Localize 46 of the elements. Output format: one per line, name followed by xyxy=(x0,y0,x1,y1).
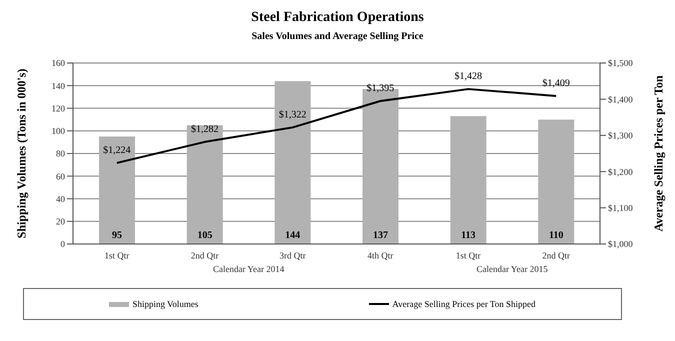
chart-subtitle: Sales Volumes and Average Selling Price xyxy=(250,31,424,42)
y-tick-label: 40 xyxy=(56,194,66,204)
y2-axis-title: Average Selling Prices per Ton xyxy=(651,75,666,232)
y-tick-label: 120 xyxy=(52,103,66,114)
bar xyxy=(186,125,223,244)
y-tick-label: 60 xyxy=(56,171,66,182)
y-axis-title: Shipping Volumes (Tons in 000's) xyxy=(14,68,28,238)
bar xyxy=(274,81,311,244)
data-label: 144 xyxy=(285,230,300,241)
data-label: 110 xyxy=(548,230,564,241)
data-label: $1,409 xyxy=(542,78,570,89)
text: Calendar Year 2014 xyxy=(212,264,286,274)
y2-tick-label: $1,200 xyxy=(608,166,634,177)
y2-tick-label: $1,300 xyxy=(608,130,634,141)
y-tick-label: 0 xyxy=(60,239,66,250)
chart-title: Steel Fabrication Operations xyxy=(250,9,425,26)
bar xyxy=(450,116,486,244)
y-tick-label: 100 xyxy=(52,126,66,136)
text: Calendar Year 2015 xyxy=(476,264,549,274)
bar xyxy=(538,120,574,244)
data-label: 95 xyxy=(112,230,122,241)
x-tick-label: 3rd Qtr xyxy=(279,250,306,260)
data-label: $1,282 xyxy=(191,124,218,135)
y2-tick-label: $1,100 xyxy=(608,202,634,213)
y-tick-label: 80 xyxy=(56,148,66,159)
data-label: $1,395 xyxy=(366,83,394,94)
y-tick-label: 20 xyxy=(56,216,66,227)
y-tick-label: 160 xyxy=(52,58,66,68)
y2-tick-label: $1,400 xyxy=(608,94,634,104)
x-tick-label: 1st Qtr xyxy=(104,250,130,260)
bar xyxy=(99,136,135,244)
x-tick-label: 4th Qtr xyxy=(368,250,394,260)
y2-tick-label: $1,500 xyxy=(608,58,634,68)
x-tick-label: 1st Qtr xyxy=(456,250,481,260)
data-label: $1,322 xyxy=(278,109,306,120)
x-tick-label: 2nd Qtr xyxy=(542,250,570,260)
data-label: 113 xyxy=(461,230,476,241)
y-tick-label: 140 xyxy=(52,80,66,91)
x-tick-label: 2nd Qtr xyxy=(190,250,219,260)
data-label: $1,224 xyxy=(103,144,131,156)
legend-label: Shipping Volumes xyxy=(131,299,198,309)
data-label: 137 xyxy=(373,230,388,241)
y2-tick-label: $1,000 xyxy=(608,239,634,250)
data-label: $1,428 xyxy=(454,71,482,82)
legend-label: Average Selling Prices per Ton Shipped xyxy=(391,299,536,309)
data-label: 105 xyxy=(197,230,212,241)
